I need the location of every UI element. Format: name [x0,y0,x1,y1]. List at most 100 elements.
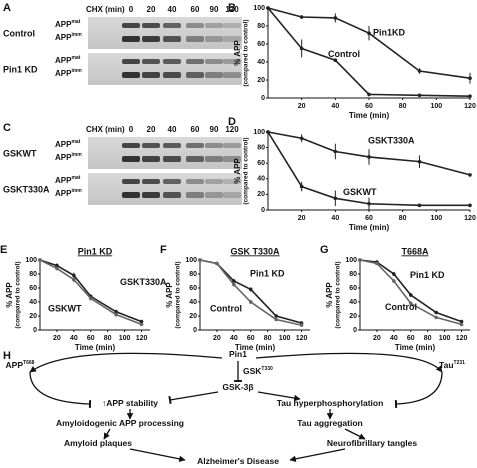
band [163,72,181,78]
marker [139,322,144,327]
series-label: GSKT330A [368,136,415,146]
marker [38,258,42,262]
band [205,143,223,148]
band [142,192,160,198]
x-tick-label: 80 [399,215,407,222]
diagram [29,352,443,463]
marker [274,314,278,318]
lane-label: 0 [129,5,134,14]
marker [55,266,59,271]
y-axis-label: % APP [233,158,242,184]
band [163,156,181,162]
marker [333,58,338,62]
x-tick-label: 40 [331,215,339,222]
y-axis-label: (compared to control) [243,19,250,86]
y-tick-label: 20 [257,77,265,84]
node: Amyloidogenic APP processing [56,418,184,428]
y-tick-label: 100 [253,5,265,12]
x-tick-label: 100 [279,335,291,342]
blot [88,17,242,49]
band [122,36,140,42]
y-tick-label: 0 [261,207,265,214]
node: Tau aggregation [297,418,363,428]
band [142,72,160,78]
arrow [255,352,443,373]
band [223,59,241,64]
band [186,36,204,42]
series-line [199,259,302,326]
marker [299,15,304,19]
band-label: APPmat [55,55,81,65]
band [186,143,204,148]
band [186,59,204,64]
series-line [267,7,471,97]
x-tick-label: 20 [298,215,306,222]
band [223,192,241,198]
marker [72,273,76,278]
band [205,36,223,42]
panel-letter: E [0,244,7,256]
marker [333,149,338,154]
node: GSK-3β [222,382,253,392]
x-tick-label: 120 [136,335,148,342]
x-axis-label: Time (min) [75,343,116,352]
band-base: APP [55,189,72,198]
x-axis-label: Time (min) [349,111,390,120]
x-tick-label: 80 [264,335,272,342]
band [163,192,181,198]
y-tick-label: 40 [349,299,357,306]
x-tick-label: 80 [104,335,112,342]
band [163,143,181,148]
x-tick-label: 80 [424,335,432,342]
x-tick-label: 100 [430,215,442,222]
marker [72,277,76,282]
marker [88,296,93,301]
series-line [267,7,471,79]
arrow [29,352,223,373]
marker [274,317,278,322]
y-tick-label: 80 [257,23,265,30]
band [205,192,223,198]
band [142,59,160,64]
arrow [129,448,186,463]
blot [88,53,242,85]
band-base: APP [55,140,72,149]
band [223,156,241,162]
x-tick-label: 120 [456,335,468,342]
band [163,59,181,64]
lane-label: 20 [147,5,156,14]
row-label: Control [3,28,35,38]
band-base: APP [55,33,72,42]
band [186,156,204,162]
band [163,179,181,184]
marker [299,323,304,327]
band [122,143,140,148]
band [186,23,204,28]
chart-title: GSK T330A [230,246,280,256]
band [223,36,241,42]
marker [417,203,422,208]
band [142,156,160,162]
band-label: APPimm [55,152,82,162]
y-tick-label: 100 [25,257,37,264]
band [205,23,223,28]
band-label: APPmat [55,19,81,29]
band [223,72,241,78]
marker [367,155,371,159]
band [142,143,160,148]
marker [367,31,371,35]
band-label: APPimm [55,32,82,42]
band [205,72,223,78]
band-sup: mat [71,19,80,25]
marker [232,279,236,283]
lane-label: 60 [191,5,200,14]
band [142,179,160,184]
row-label: GSKT330A [3,184,50,194]
marker [417,69,422,73]
band [142,36,160,42]
lane-label: 0 [129,125,134,134]
band [163,36,181,42]
band-sup: imm [71,152,82,158]
y-tick-label: 20 [257,191,265,198]
series-line [39,259,142,326]
